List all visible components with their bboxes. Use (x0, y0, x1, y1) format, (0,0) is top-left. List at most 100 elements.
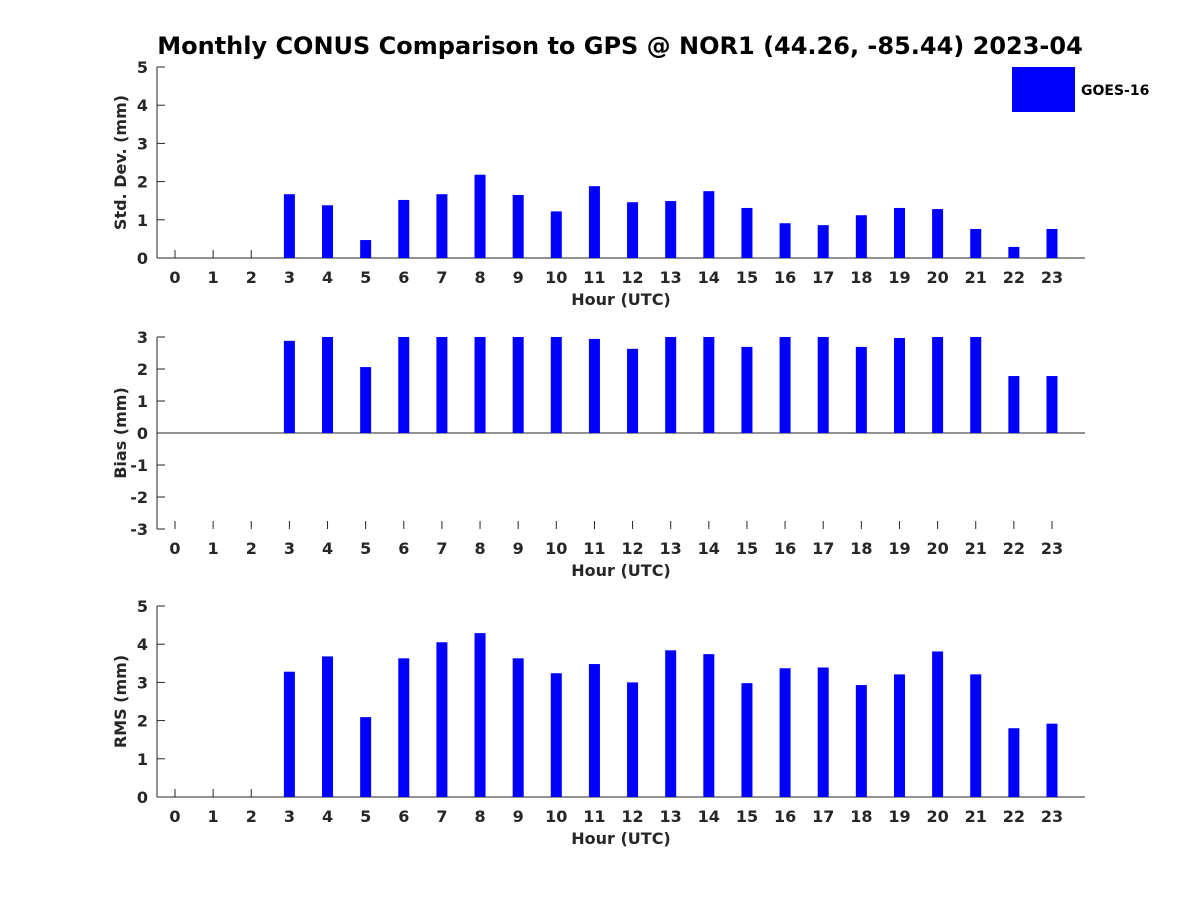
bar (703, 654, 715, 797)
bar (398, 658, 410, 797)
x-tick-label: 4 (322, 807, 333, 826)
bar (665, 337, 677, 433)
bar (893, 337, 905, 433)
y-tick-label: 4 (137, 635, 148, 654)
bar (322, 205, 334, 258)
x-tick-label: 7 (436, 539, 447, 558)
x-tick-label: 8 (474, 539, 485, 558)
x-tick-label: 20 (926, 807, 948, 826)
bar (588, 338, 600, 433)
x-tick-label: 13 (660, 807, 682, 826)
bar (322, 656, 334, 797)
x-tick-label: 2 (246, 807, 257, 826)
x-tick-label: 23 (1041, 807, 1063, 826)
x-tick-label: 22 (1003, 539, 1025, 558)
x-tick-label: 9 (513, 807, 524, 826)
bar (512, 337, 524, 433)
x-tick-label: 7 (436, 807, 447, 826)
x-tick-label: 1 (208, 268, 219, 287)
bar (741, 346, 753, 433)
y-axis-label: Bias (mm) (111, 387, 130, 479)
x-tick-label: 4 (322, 539, 333, 558)
bar (1046, 376, 1058, 433)
x-axis-label: Hour (UTC) (571, 290, 671, 309)
bar (283, 194, 295, 258)
x-axis-label: Hour (UTC) (571, 561, 671, 580)
y-axis-label: RMS (mm) (111, 655, 130, 748)
x-tick-label: 2 (246, 539, 257, 558)
bar (970, 337, 982, 433)
bar (398, 199, 410, 258)
x-tick-label: 20 (926, 268, 948, 287)
x-tick-label: 15 (736, 539, 758, 558)
x-tick-label: 5 (360, 268, 371, 287)
x-tick-label: 9 (513, 268, 524, 287)
x-tick-label: 4 (322, 268, 333, 287)
x-tick-label: 8 (474, 807, 485, 826)
y-tick-label: 0 (137, 424, 148, 443)
x-tick-label: 6 (398, 539, 409, 558)
bar (893, 674, 905, 797)
y-tick-label: -2 (130, 488, 148, 507)
bar (360, 240, 372, 258)
x-tick-label: 22 (1003, 268, 1025, 287)
x-tick-label: 21 (965, 539, 987, 558)
legend: GOES-16 (1012, 67, 1149, 112)
x-tick-label: 18 (850, 268, 872, 287)
x-tick-label: 0 (169, 539, 180, 558)
bar (779, 223, 791, 258)
y-tick-label: 2 (137, 360, 148, 379)
bar (436, 642, 448, 797)
bar (398, 337, 410, 433)
bar (588, 664, 600, 797)
bar (817, 667, 829, 797)
x-tick-label: 18 (850, 807, 872, 826)
y-tick-label: 4 (137, 96, 148, 115)
bar (474, 174, 486, 258)
bar (512, 658, 524, 797)
x-tick-label: 19 (888, 539, 910, 558)
x-tick-label: 23 (1041, 268, 1063, 287)
x-tick-label: 3 (284, 539, 295, 558)
x-tick-label: 6 (398, 268, 409, 287)
y-tick-label: 0 (137, 788, 148, 807)
x-tick-label: 22 (1003, 807, 1025, 826)
x-tick-label: 17 (812, 807, 834, 826)
chart-title: Monthly CONUS Comparison to GPS @ NOR1 (… (157, 32, 1083, 60)
y-tick-label: 3 (137, 328, 148, 347)
x-tick-label: 14 (698, 807, 720, 826)
y-tick-label: 3 (137, 673, 148, 692)
x-tick-label: 18 (850, 539, 872, 558)
bar (627, 682, 639, 797)
bar (779, 337, 791, 433)
bar (360, 717, 372, 797)
x-tick-label: 12 (621, 807, 643, 826)
x-axis-label: Hour (UTC) (571, 829, 671, 848)
bar (741, 207, 753, 258)
x-tick-label: 0 (169, 807, 180, 826)
x-tick-label: 1 (208, 807, 219, 826)
y-tick-label: 1 (137, 750, 148, 769)
bar (893, 207, 905, 258)
x-tick-label: 10 (545, 268, 567, 287)
x-tick-label: 11 (583, 268, 605, 287)
x-tick-label: 3 (284, 807, 295, 826)
x-tick-label: 1 (208, 539, 219, 558)
x-tick-label: 19 (888, 807, 910, 826)
x-tick-label: 6 (398, 807, 409, 826)
bar (550, 673, 562, 797)
bar (360, 367, 372, 433)
x-tick-label: 13 (660, 268, 682, 287)
x-tick-label: 5 (360, 807, 371, 826)
bar (474, 337, 486, 433)
bar (665, 650, 677, 797)
x-tick-label: 14 (698, 268, 720, 287)
bar (588, 186, 600, 258)
bar (627, 348, 639, 433)
x-tick-label: 3 (284, 268, 295, 287)
bar (1008, 246, 1020, 258)
x-tick-label: 8 (474, 268, 485, 287)
